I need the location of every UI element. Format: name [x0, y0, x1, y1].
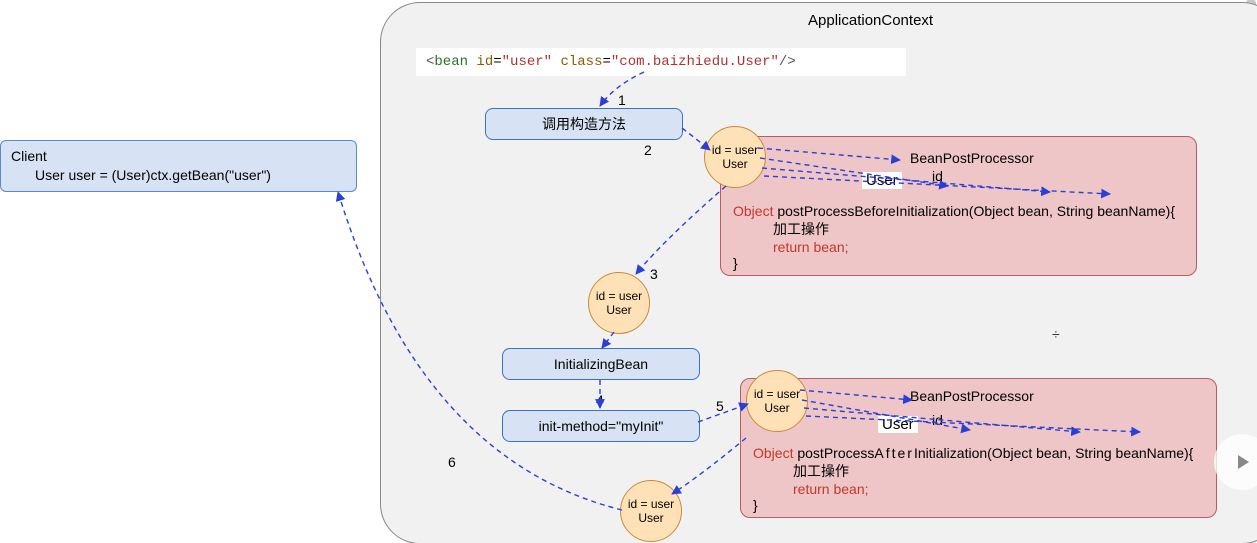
bpp-before-return: return bean; [773, 239, 1184, 255]
user-circle-4: id = userUser [620, 480, 682, 542]
step-number-3: 3 [650, 266, 658, 282]
bpp-before-signature: Object postProcessBeforeInitialization(O… [733, 203, 1184, 219]
user-circle-2: id = userUser [588, 272, 650, 334]
bpp-after-return: return bean; [793, 481, 1204, 497]
bpp-before-title: BeanPostProcessor [910, 150, 1034, 166]
code-tag: bean [434, 54, 468, 70]
constructor-box: 调用构造方法 [485, 108, 683, 140]
code-attr-class: class [560, 54, 602, 70]
initializing-bean-box: InitializingBean [502, 348, 700, 380]
bpp-after-end: } [753, 497, 1204, 513]
client-box: Client User user = (User)ctx.getBean("us… [0, 140, 357, 192]
bean-declaration-code: <bean id="user" class="com.baizhiedu.Use… [416, 48, 906, 76]
diagram-canvas: { "title": "ApplicationContext", "client… [0, 0, 1257, 543]
code-sym-close: /> [779, 54, 796, 70]
bpp-after-user-label: User [878, 416, 918, 433]
bpp-before-user-label: User [862, 172, 902, 189]
application-context-title: ApplicationContext [808, 12, 933, 29]
init-method-box: init-method="myInit" [502, 410, 700, 442]
code-attr-id: id [476, 54, 493, 70]
step-number-6: 6 [448, 454, 456, 470]
user-circle-3: id = userUser [746, 370, 808, 432]
step-number-2: 2 [644, 142, 652, 158]
bpp-after-signature: Object postProcessAfterInitialization(Ob… [753, 445, 1204, 461]
step-number-5: 5 [716, 398, 724, 414]
bpp-before-end: } [733, 255, 1184, 271]
text-cursor-icon: ÷ [1052, 326, 1060, 342]
user-circle-1: id = userUser [704, 126, 766, 188]
code-val-class: "com.baizhiedu.User" [611, 54, 779, 70]
client-code: User user = (User)ctx.getBean("user") [11, 166, 346, 185]
client-heading: Client [11, 147, 346, 166]
bpp-before-body: 加工操作 [773, 219, 1184, 239]
bpp-after-body: 加工操作 [793, 461, 1204, 481]
bpp-after-id-label: id [932, 412, 943, 428]
play-icon [1230, 450, 1254, 474]
bpp-after-title: BeanPostProcessor [910, 388, 1034, 404]
step-number-4: 4 [596, 392, 604, 408]
step-number-1: 1 [618, 92, 626, 108]
bpp-before-id-label: id [932, 168, 943, 184]
code-val-id: "user" [502, 54, 552, 70]
